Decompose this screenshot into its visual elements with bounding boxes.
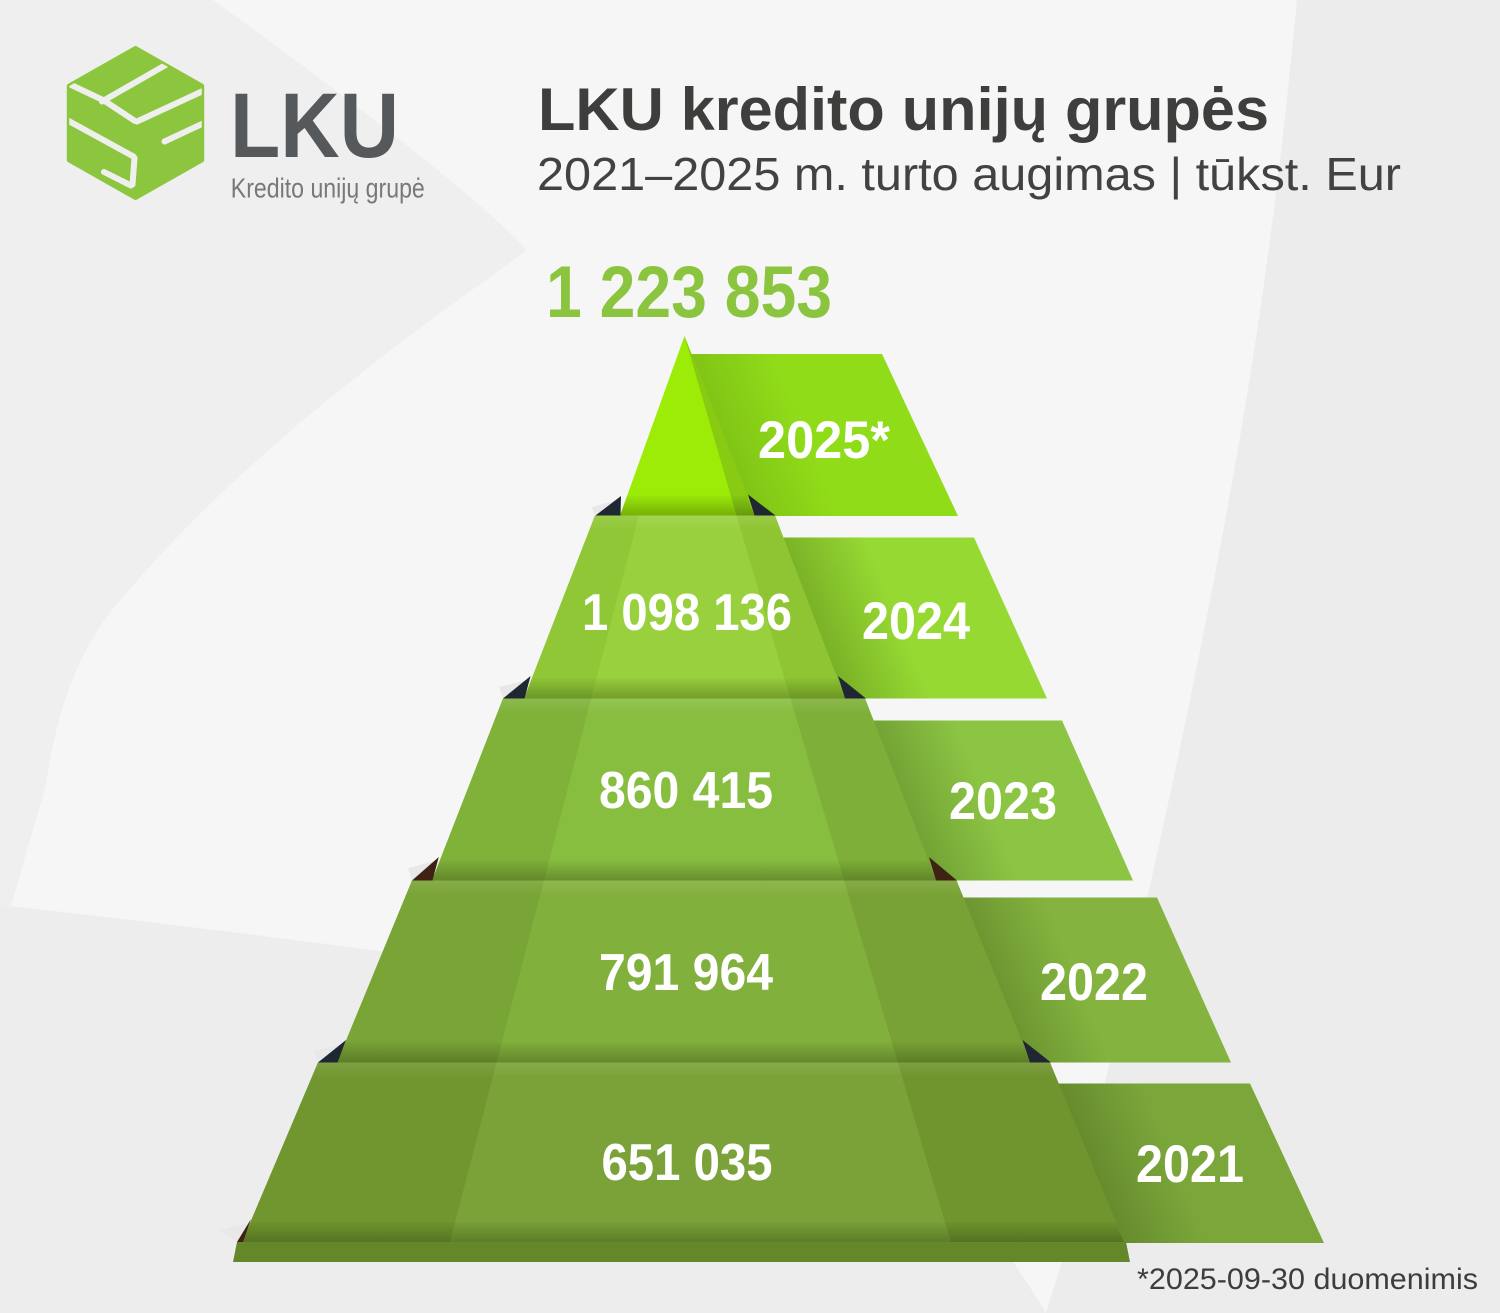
svg-text:1 223 853: 1 223 853 [546,252,832,333]
svg-text:LKU: LKU [230,75,399,177]
svg-text:2025*: 2025* [758,411,890,470]
svg-text:651 035: 651 035 [602,1134,773,1192]
svg-text:*2025-09-30 duomenimis: *2025-09-30 duomenimis [1137,1263,1478,1296]
svg-text:2022: 2022 [1040,953,1148,1012]
svg-text:LKU kredito unijų grupės: LKU kredito unijų grupės [538,76,1269,143]
svg-text:2021: 2021 [1136,1135,1244,1194]
svg-text:Kredito unijų grupė: Kredito unijų grupė [231,173,425,204]
svg-text:791 964: 791 964 [599,944,773,1002]
svg-text:2023: 2023 [949,772,1057,831]
svg-text:860 415: 860 415 [599,762,773,820]
svg-text:1 098 136: 1 098 136 [582,584,792,642]
svg-text:2021–2025 m. turto augimas | t: 2021–2025 m. turto augimas | tūkst. Eur [537,148,1401,200]
svg-text:2024: 2024 [862,592,970,651]
